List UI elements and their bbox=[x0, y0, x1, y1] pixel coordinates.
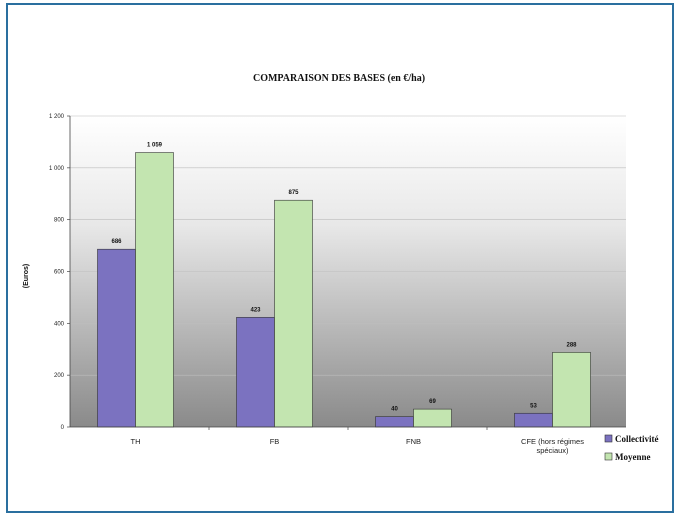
data-label: 69 bbox=[429, 399, 436, 405]
chart-title: COMPARAISON DES BASES (en €/ha) bbox=[253, 73, 425, 84]
legend-swatch bbox=[604, 452, 613, 461]
x-category-label: FNB bbox=[406, 437, 421, 446]
bar-collectivite bbox=[97, 248, 136, 428]
y-tick-label: 400 bbox=[54, 321, 65, 327]
x-category-label: CFE (hors régimes bbox=[521, 437, 584, 446]
axes bbox=[67, 115, 626, 430]
data-label: 686 bbox=[111, 239, 122, 245]
legend: Collectivité Moyenne bbox=[604, 434, 658, 462]
data-label: 423 bbox=[250, 307, 261, 313]
x-category-label: spéciaux) bbox=[536, 446, 569, 455]
y-axis-label: (Euros) bbox=[23, 264, 30, 289]
y-tick-label: 1 000 bbox=[49, 166, 65, 172]
y-tick-label: 0 bbox=[61, 425, 65, 431]
x-category-label: TH bbox=[131, 437, 141, 446]
data-label: 53 bbox=[530, 403, 537, 409]
data-label: 1 059 bbox=[147, 143, 163, 149]
y-tick-label: 200 bbox=[54, 373, 65, 379]
bar-moyenne bbox=[274, 199, 313, 428]
legend-label: Collectivité bbox=[615, 434, 658, 444]
y-tick-label: 1 200 bbox=[49, 114, 65, 120]
bar-collectivite bbox=[514, 412, 553, 428]
chart-frame: COMPARAISON DES BASES (en €/ha) 0 200 400 6… bbox=[6, 3, 674, 513]
bar-chart: COMPARAISON DES BASES (en €/ha) 0 200 400 6… bbox=[23, 73, 658, 462]
data-labels: 686 1 059 423 875 40 69 53 288 bbox=[111, 143, 577, 413]
y-tick-labels: 0 200 400 600 800 1 000 1 200 bbox=[49, 114, 65, 431]
data-label: 288 bbox=[566, 342, 577, 348]
data-label: 40 bbox=[391, 407, 398, 413]
bar-collectivite bbox=[375, 416, 414, 428]
y-tick-label: 600 bbox=[54, 270, 65, 276]
bar-moyenne bbox=[413, 408, 452, 428]
bar-moyenne bbox=[135, 152, 174, 428]
legend-label: Moyenne bbox=[615, 452, 651, 462]
data-label: 875 bbox=[288, 190, 299, 196]
bar-collectivite bbox=[236, 317, 275, 428]
x-category-label: FB bbox=[270, 437, 280, 446]
legend-swatch bbox=[604, 434, 613, 443]
bars bbox=[97, 152, 591, 428]
bar-moyenne bbox=[552, 352, 591, 428]
y-tick-label: 800 bbox=[54, 218, 65, 224]
